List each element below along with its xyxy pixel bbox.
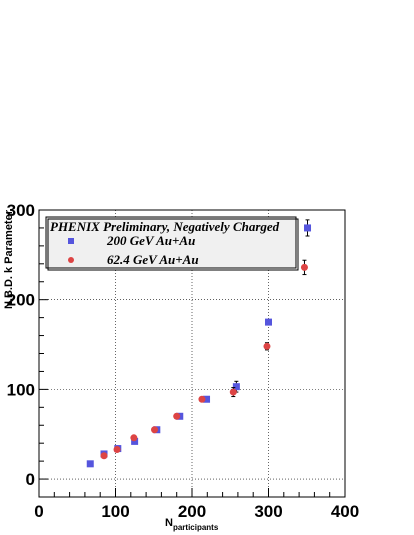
axis-ticks (38, 209, 346, 498)
x-axis-title-main: N (165, 517, 173, 529)
data-point-square (304, 224, 312, 232)
y-tick-label: 300 (7, 201, 35, 220)
grid-lines (39, 210, 345, 497)
legend-title: PHENIX Preliminary, Negatively Charged (50, 219, 280, 234)
legend-marker-circle-icon (68, 257, 74, 263)
data-point-circle (100, 452, 108, 460)
y-axis-title: N.B.D. k Parameter (3, 209, 15, 309)
legend: PHENIX Preliminary, Negatively Charged 2… (45, 216, 299, 271)
data-point-circle (151, 426, 159, 434)
x-tick-label: 200 (178, 502, 206, 521)
data-point-square (265, 318, 272, 326)
legend-entry-62gev: 62.4 GeV Au+Au (107, 252, 199, 267)
data-point-circle (300, 263, 308, 271)
series-62gev (100, 259, 308, 460)
x-tick-label: 0 (34, 502, 43, 521)
data-point-square (131, 437, 139, 445)
data-point-circle (263, 342, 271, 350)
data-point-circle (229, 388, 237, 396)
legend-entry-200gev: 200 GeV Au+Au (106, 233, 195, 248)
data-point-circle (113, 445, 121, 453)
data-point-square (203, 395, 211, 403)
data-point-circle (198, 395, 206, 403)
y-tick-label: 200 (7, 291, 35, 310)
y-tick-label: 100 (7, 380, 35, 399)
legend-box (45, 216, 297, 269)
x-axis-title-sub: participants (173, 523, 219, 532)
y-axis-tick-labels: 0 100 200 300 (7, 201, 35, 489)
x-tick-label: 300 (254, 502, 282, 521)
data-point-circle (173, 412, 181, 420)
data-point-square (86, 460, 94, 468)
legend-marker-square-icon (68, 238, 74, 244)
data-points (86, 219, 312, 468)
data-point-circle (130, 434, 138, 442)
data-point-square (232, 383, 240, 391)
legend-shadow (47, 218, 299, 271)
y-tick-label: 0 (26, 470, 35, 489)
x-axis-tick-labels: 0 100 200 300 400 (34, 502, 359, 521)
x-axis-title: Nparticipants (165, 517, 219, 532)
x-tick-label: 400 (331, 502, 359, 521)
x-tick-label: 100 (101, 502, 129, 521)
